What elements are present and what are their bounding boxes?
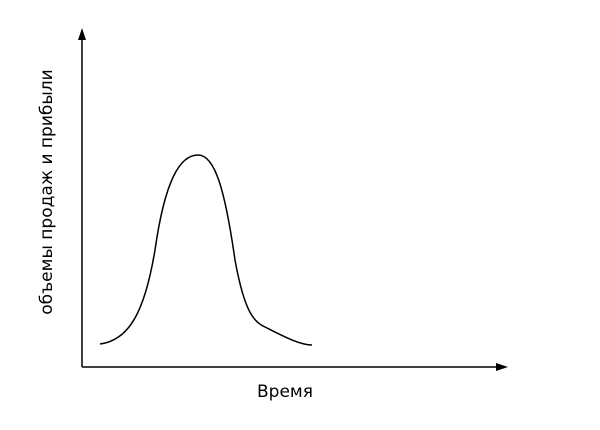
x-axis-label: Время (257, 382, 313, 402)
y-axis-arrow (78, 28, 86, 40)
x-axis-arrow (496, 363, 508, 371)
y-axis-label: объемы продаж и прибыли (37, 69, 57, 314)
curve (99, 154, 313, 346)
